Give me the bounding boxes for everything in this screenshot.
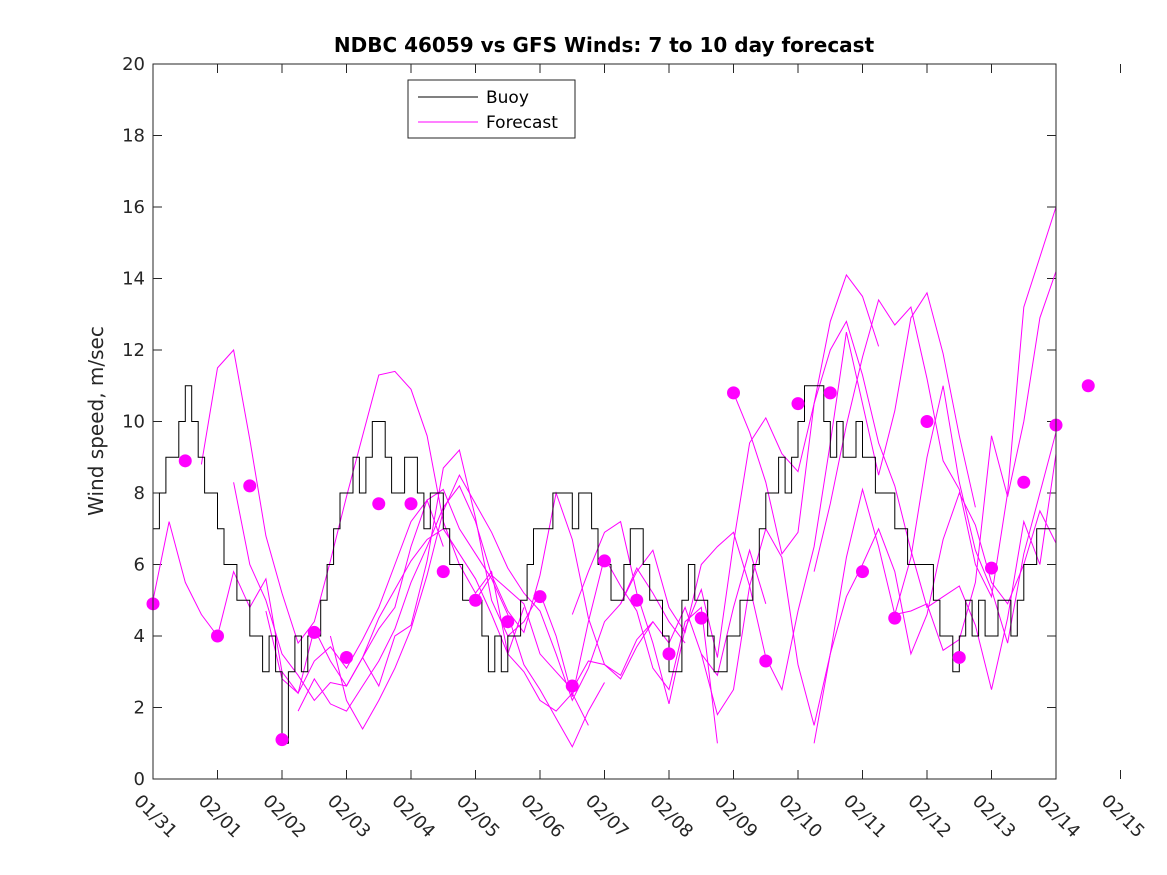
y-tick-label: 20 xyxy=(122,54,145,75)
forecast-line-8 xyxy=(475,491,767,677)
forecast-point xyxy=(727,386,740,400)
x-tick-label: 02/06 xyxy=(516,791,568,843)
series-group xyxy=(153,206,1056,748)
forecast-point xyxy=(565,679,579,693)
forecast-point xyxy=(694,611,708,625)
forecast-point xyxy=(856,565,869,579)
forecast-point xyxy=(404,497,418,511)
forecast-point xyxy=(759,654,773,668)
y-tick-label: 12 xyxy=(122,340,145,361)
forecast-line-1 xyxy=(153,498,444,695)
forecast-point xyxy=(501,615,515,629)
forecast-line-11 xyxy=(700,385,1056,726)
forecast-point xyxy=(888,611,902,625)
legend-buoy-label: Buoy xyxy=(486,88,529,108)
forecast-line-10 xyxy=(620,291,976,692)
x-tick-label: 02/13 xyxy=(968,791,1020,843)
x-tick-label: 02/03 xyxy=(323,791,375,843)
forecast-line-6 xyxy=(329,473,686,731)
forecast-line-12 xyxy=(733,320,1056,690)
forecast-point xyxy=(178,454,192,468)
legend: Buoy Forecast xyxy=(407,79,576,139)
chart-title: NDBC 46059 vs GFS Winds: 7 to 10 day for… xyxy=(334,33,875,57)
forecast-point xyxy=(920,415,934,428)
x-tick-label: 02/09 xyxy=(710,791,762,843)
y-axis-label: Wind speed, m/sec xyxy=(84,326,108,516)
x-tick-label: 01/31 xyxy=(129,791,181,843)
forecast-line-3 xyxy=(233,482,589,726)
forecast-line-15 xyxy=(894,271,1056,652)
x-tick-label: 02/10 xyxy=(774,791,826,843)
x-tick-label: 02/02 xyxy=(258,791,310,843)
axis-ticks xyxy=(152,63,1121,780)
forecast-point xyxy=(211,629,224,643)
forecast-line-14 xyxy=(813,491,1056,744)
x-tick-label: 02/07 xyxy=(581,791,633,843)
forecast-point xyxy=(630,593,644,607)
legend-forecast-label: Forecast xyxy=(486,113,558,133)
axes-frame xyxy=(152,63,1057,780)
forecast-point xyxy=(436,565,450,579)
forecast-point xyxy=(598,554,611,568)
forecast-line-13 xyxy=(813,206,1056,599)
y-tick-label: 16 xyxy=(122,197,145,218)
x-tick-label: 02/01 xyxy=(194,791,246,843)
y-tick-label: 6 xyxy=(134,555,145,576)
y-tick-label: 18 xyxy=(122,126,145,147)
x-tick-label: 02/05 xyxy=(452,791,504,843)
y-tick-label: 10 xyxy=(122,412,145,433)
forecast-point xyxy=(340,650,353,664)
x-tick-label: 02/11 xyxy=(839,791,891,843)
forecast-line-5 xyxy=(297,484,654,712)
x-tick-label: 02/04 xyxy=(387,791,439,843)
forecast-point xyxy=(243,479,257,493)
forecast-point xyxy=(952,650,966,664)
plot-area xyxy=(146,206,1095,748)
forecast-point xyxy=(791,397,805,411)
forecast-line-9 xyxy=(571,273,880,705)
buoy-line xyxy=(153,385,1056,744)
y-tick-label: 2 xyxy=(134,698,145,719)
x-tick-label: 02/15 xyxy=(1097,791,1149,843)
forecast-line-2 xyxy=(200,348,525,656)
forecast-point xyxy=(823,386,837,400)
y-tick-label: 4 xyxy=(134,626,145,647)
forecast-point xyxy=(1017,475,1031,489)
y-tick-label: 0 xyxy=(134,769,145,790)
forecast-point xyxy=(307,625,321,639)
x-tick-label: 02/12 xyxy=(903,791,955,843)
y-tick-label: 8 xyxy=(134,483,145,504)
forecast-point xyxy=(372,497,386,511)
x-tick-label: 02/08 xyxy=(645,791,697,843)
forecast-point xyxy=(662,647,676,661)
forecast-point xyxy=(469,593,482,607)
forecast-line-4 xyxy=(265,488,605,748)
y-tick-label: 14 xyxy=(122,269,145,290)
x-tick-label: 02/14 xyxy=(1032,791,1084,843)
forecast-point xyxy=(1081,379,1095,393)
legend-box xyxy=(407,79,576,139)
forecast-point xyxy=(533,590,547,604)
forecast-point xyxy=(275,733,289,747)
forecast-point xyxy=(985,561,998,575)
